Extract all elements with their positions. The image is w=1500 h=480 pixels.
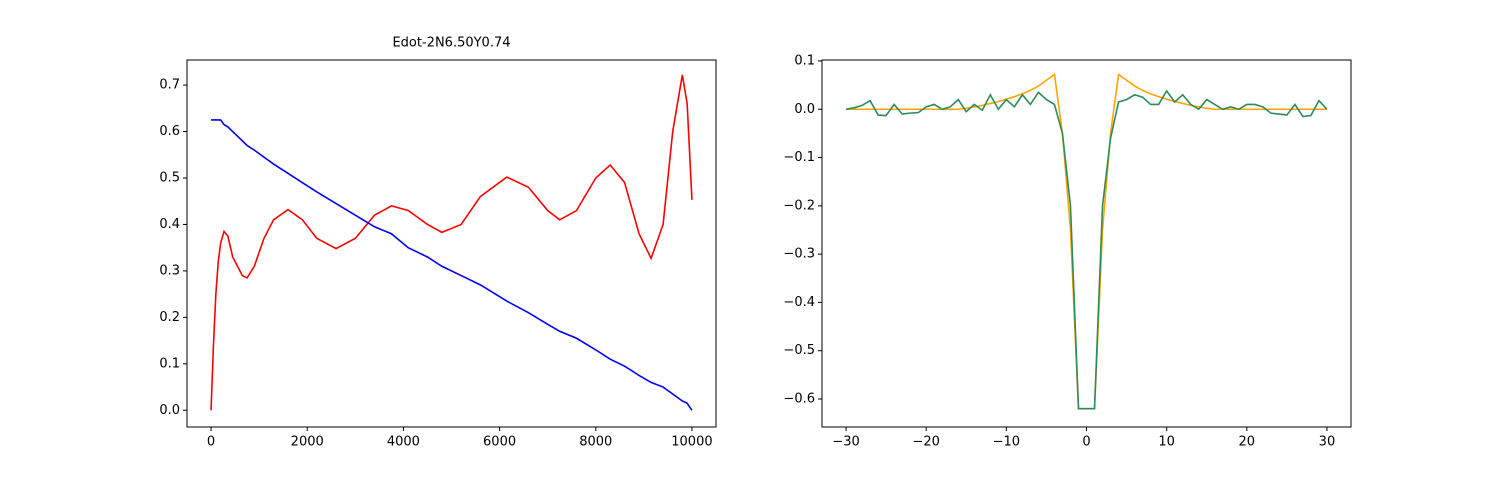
x-tick-label: −20 — [912, 435, 939, 450]
x-tick-label: 10000 — [671, 435, 712, 450]
x-tick-label: 2000 — [291, 435, 324, 450]
axes-frame — [821, 59, 1352, 428]
x-tick-label: 0 — [1082, 435, 1090, 450]
x-tick-label: 10 — [1158, 435, 1175, 450]
data-line — [211, 119, 693, 411]
y-tick-label: 0.1 — [794, 53, 815, 68]
y-tick-label: 0.0 — [794, 102, 815, 117]
axes-frame — [186, 59, 717, 428]
data-line — [846, 73, 1327, 410]
x-tick-label: −10 — [993, 435, 1020, 450]
y-tick-label: 0.4 — [159, 217, 180, 232]
y-tick-label: −0.3 — [783, 247, 815, 262]
x-tick-label: 8000 — [579, 435, 612, 450]
y-tick-label: −0.1 — [783, 150, 815, 165]
data-line — [845, 89, 1328, 410]
y-tick-label: 0.0 — [159, 403, 180, 418]
x-tick-label: −30 — [832, 435, 859, 450]
y-tick-label: −0.2 — [783, 198, 815, 213]
y-tick-label: −0.6 — [783, 391, 815, 406]
x-tick-label: 20 — [1239, 435, 1256, 450]
x-tick-label: 4000 — [387, 435, 420, 450]
y-tick-label: 0.7 — [159, 78, 180, 93]
y-tick-label: 0.2 — [159, 310, 180, 325]
y-tick-label: −0.4 — [783, 295, 815, 310]
y-tick-label: 0.5 — [159, 170, 180, 185]
x-tick-label: 6000 — [483, 435, 516, 450]
y-tick-label: 0.6 — [159, 124, 180, 139]
x-tick-label: 30 — [1319, 435, 1336, 450]
y-tick-label: 0.3 — [159, 263, 180, 278]
y-tick-label: −0.5 — [783, 343, 815, 358]
chart-title: Edot-2N6.50Y0.74 — [392, 36, 510, 51]
y-tick-label: 0.1 — [159, 356, 180, 371]
data-line — [210, 74, 693, 411]
x-tick-label: 0 — [207, 435, 215, 450]
